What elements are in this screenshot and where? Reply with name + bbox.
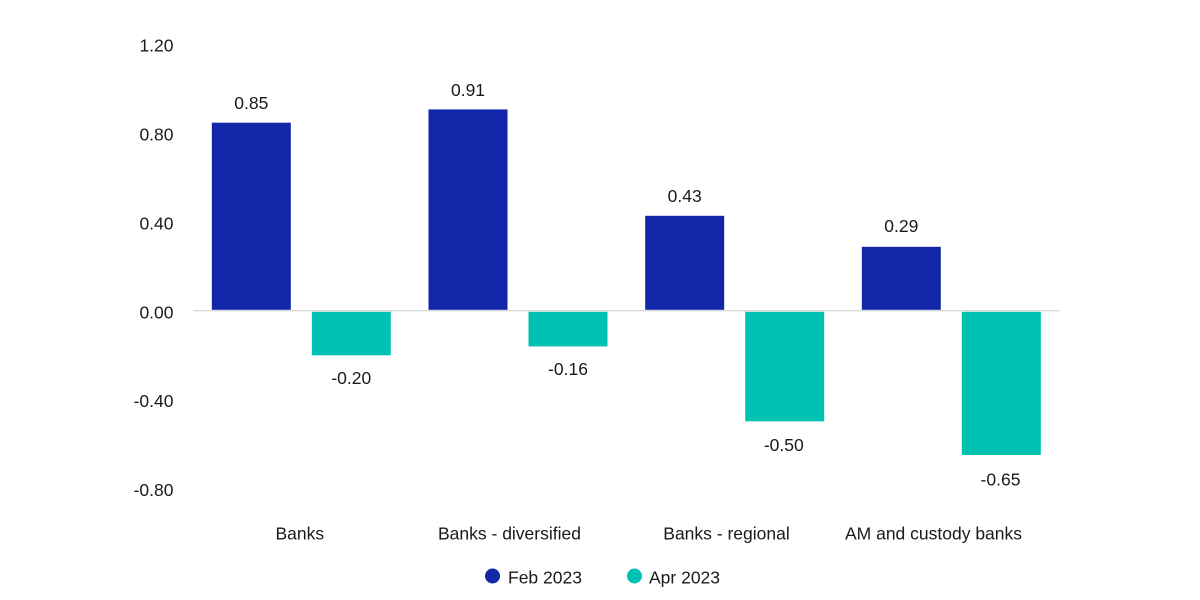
svg-text:-0.16: -0.16 — [548, 359, 588, 379]
svg-text:-0.50: -0.50 — [764, 435, 804, 455]
svg-text:0.40: 0.40 — [139, 213, 173, 233]
svg-text:-0.80: -0.80 — [134, 480, 174, 500]
svg-text:Apr 2023: Apr 2023 — [649, 568, 720, 588]
svg-text:Banks - regional: Banks - regional — [663, 523, 789, 543]
svg-text:0.43: 0.43 — [668, 186, 702, 206]
svg-text:1.20: 1.20 — [139, 36, 173, 56]
svg-text:Banks: Banks — [275, 523, 324, 543]
svg-text:0.00: 0.00 — [139, 302, 173, 322]
svg-text:0.91: 0.91 — [451, 80, 485, 100]
svg-text:-0.40: -0.40 — [134, 391, 174, 411]
svg-text:Banks - diversified: Banks - diversified — [438, 523, 581, 543]
svg-text:0.29: 0.29 — [884, 216, 918, 236]
svg-text:0.85: 0.85 — [234, 93, 268, 113]
svg-text:-0.65: -0.65 — [981, 469, 1021, 489]
svg-text:-0.20: -0.20 — [331, 368, 371, 388]
svg-text:AM and custody banks: AM and custody banks — [845, 523, 1022, 543]
svg-text:0.80: 0.80 — [139, 125, 173, 145]
svg-text:Feb 2023: Feb 2023 — [508, 568, 582, 588]
